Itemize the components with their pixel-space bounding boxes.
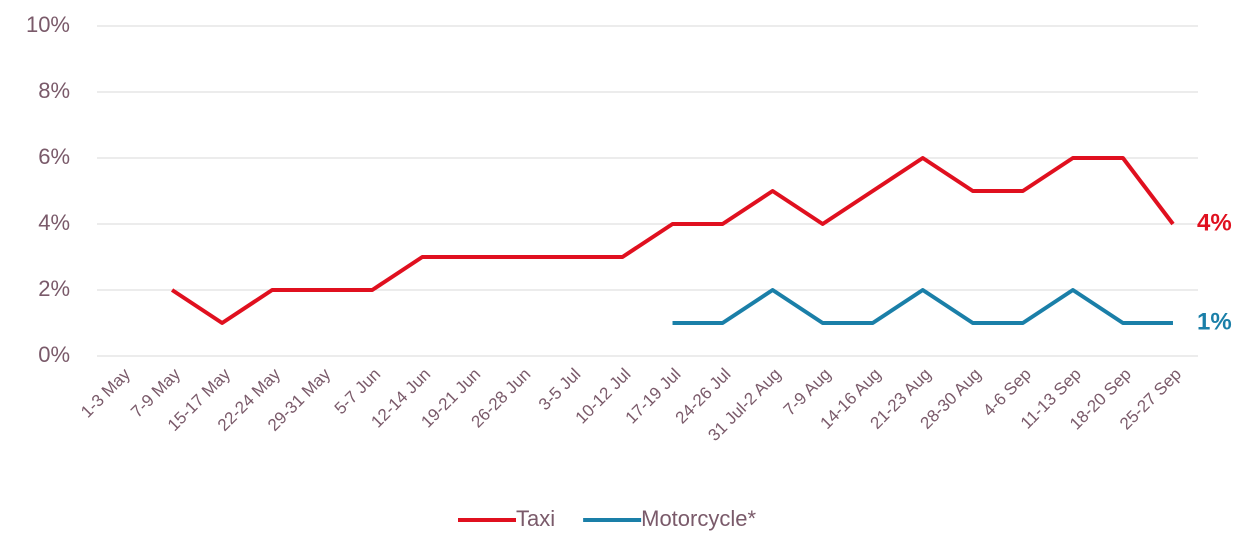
data-label: 4% [1197, 209, 1232, 236]
series-line [672, 288, 1173, 325]
y-tick-label: 10% [26, 12, 70, 37]
series-line [170, 156, 1175, 325]
y-tick-label: 8% [38, 78, 70, 103]
x-tick-label: 3-5 Jul [535, 365, 585, 415]
data-label: 1% [1197, 308, 1232, 335]
legend-label: Taxi [516, 506, 555, 531]
legend-label: Motorcycle* [641, 506, 756, 531]
y-tick-label: 0% [38, 342, 70, 367]
y-tick-label: 4% [38, 210, 70, 235]
y-tick-label: 6% [38, 144, 70, 169]
x-tick-label: 1-3 May [77, 364, 134, 421]
y-tick-label: 2% [38, 276, 70, 301]
